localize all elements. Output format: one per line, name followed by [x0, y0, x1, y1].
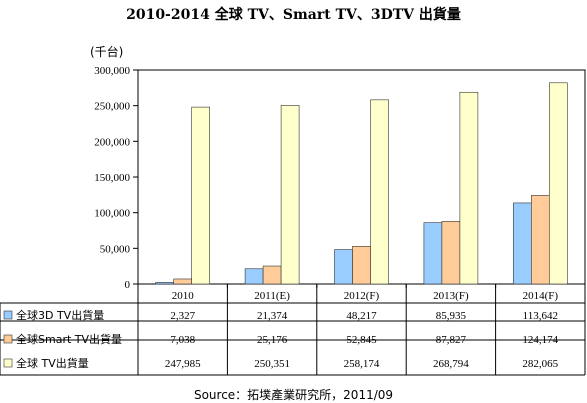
x-category-label: 2014(F) [523, 290, 559, 302]
bar-tv-4 [548, 82, 568, 285]
legend-key-1 [3, 334, 13, 344]
table-series-label: 全球3D TV出貨量 [16, 308, 104, 322]
bar-tv-1 [280, 105, 300, 285]
table-value-cell: 48,217 [346, 310, 377, 322]
y-tick-label: 100,000 [94, 208, 130, 220]
bar-smarttv-0 [173, 278, 192, 285]
source-note: Source：拓墣產業研究所，2011/09 [193, 388, 394, 402]
y-tick-label: 150,000 [94, 172, 130, 184]
y-tick-label: 200,000 [94, 136, 130, 148]
bar-3dtv-2 [334, 249, 353, 285]
bar-3dtv-1 [244, 268, 264, 285]
table-value-cell: 282,065 [522, 358, 558, 370]
x-category-label: 2013(F) [433, 290, 469, 302]
bar-smarttv-3 [441, 221, 461, 285]
table-value-cell: 87,827 [436, 334, 467, 346]
x-category-label: 2010 [172, 290, 195, 302]
bar-3dtv-0 [155, 282, 174, 285]
table-value-cell: 250,351 [254, 358, 290, 370]
legend-key-2 [3, 358, 13, 368]
bar-tv-2 [370, 99, 389, 285]
bar-3dtv-3 [423, 222, 443, 285]
bar-smarttv-4 [530, 195, 550, 285]
x-category-label: 2012(F) [344, 290, 380, 302]
table-value-cell: 268,794 [433, 358, 469, 370]
y-tick-label: 250,000 [94, 101, 130, 113]
chart-title: 2010-2014 全球 TV、Smart TV、3DTV 出貨量 [126, 7, 461, 23]
table-value-cell: 258,174 [344, 358, 380, 370]
table-value-cell: 113,642 [523, 310, 558, 322]
bar-smarttv-1 [262, 265, 282, 285]
table-value-cell: 124,174 [522, 334, 558, 346]
table-value-cell: 7,038 [170, 334, 195, 346]
y-tick-label: 300,000 [94, 65, 130, 77]
table-series-label: 全球 TV出貨量 [16, 356, 89, 370]
y-axis-unit-label: (千台) [90, 45, 124, 59]
table-value-cell: 2,327 [170, 310, 195, 322]
table-value-cell: 21,374 [257, 310, 288, 322]
legend-key-0 [3, 310, 13, 320]
table-value-cell: 85,935 [436, 310, 467, 322]
bar-tv-0 [191, 106, 210, 285]
bar-tv-3 [459, 91, 479, 285]
table-value-cell: 52,845 [346, 334, 377, 346]
bar-smarttv-2 [352, 246, 371, 285]
table-value-cell: 247,985 [165, 358, 201, 370]
y-tick-label: 0 [125, 279, 131, 291]
bar-3dtv-4 [512, 202, 532, 285]
x-category-label: 2011(E) [254, 290, 290, 302]
table-value-cell: 25,176 [257, 334, 288, 346]
table-series-label: 全球Smart TV出貨量 [16, 332, 122, 346]
y-tick-label: 50,000 [100, 243, 131, 255]
